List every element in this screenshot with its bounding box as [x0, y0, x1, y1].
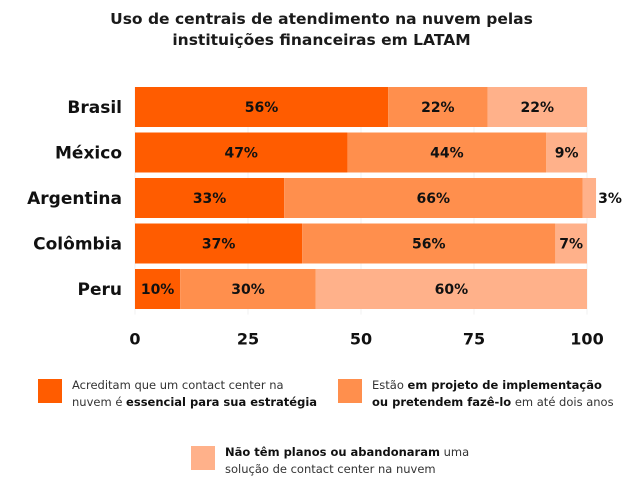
legend-swatch — [38, 379, 62, 403]
legend-text-segment: Acreditam que um contact center na — [72, 378, 284, 392]
bar-segment — [546, 132, 587, 173]
value-label: 22% — [421, 100, 455, 116]
legend-text-segment: Estão — [372, 378, 408, 392]
value-label: 44% — [430, 146, 464, 162]
legend-text-segment: ou pretendem fazê-lo — [372, 395, 512, 409]
chart-title-line-1: Uso de centrais de atendimento na nuvem … — [110, 10, 533, 28]
chart-title-line-2: instituições financeiras em LATAM — [172, 31, 471, 49]
value-label: 22% — [521, 100, 555, 116]
category-labels: Brasil México Argentina Colômbia Peru — [27, 98, 122, 300]
legend-swatch — [191, 446, 215, 470]
legend-text-segment: essencial para sua estratégia — [126, 395, 318, 409]
legend-text-segment: em projeto de implementação — [407, 378, 602, 392]
legend-text-segment: nuvem é — [72, 395, 127, 409]
category-label: Argentina — [27, 189, 122, 209]
bar-segment — [315, 269, 587, 309]
category-label: Brasil — [67, 98, 122, 118]
x-tick-label: 50 — [350, 330, 372, 349]
value-label: 30% — [231, 282, 265, 298]
bar-segment — [180, 269, 316, 309]
value-label: 37% — [202, 237, 236, 253]
bar-segment — [582, 178, 597, 218]
legend-text: Não têm planos ou abandonaram uma solução… — [225, 444, 469, 478]
value-labels: 56% 22% 22% 47% 44% 9% 33% 66% 3% 37% 56% 7% 10% 30% 6… — [141, 100, 622, 298]
legend-text-segment: solução de contact center na nuvem — [225, 462, 436, 476]
bar-segment — [388, 87, 488, 127]
value-label: 7% — [559, 237, 583, 253]
bar-segment — [347, 132, 547, 173]
legend-text-segment: Não têm planos ou abandonaram — [225, 445, 440, 459]
value-label: 56% — [245, 100, 279, 116]
x-tick-label: 75 — [463, 330, 485, 349]
legend-text-segment: em até dois anos — [511, 395, 614, 409]
legend-text: Estão em projeto de implementação ou pret… — [372, 377, 614, 411]
bar-segment — [135, 178, 285, 218]
bar-segment — [135, 269, 181, 309]
bar-segment — [555, 223, 587, 264]
chart-title: Uso de centrais de atendimento na nuvem … — [0, 9, 643, 51]
bar-segment — [135, 87, 389, 127]
x-tick-label: 100 — [570, 330, 603, 349]
bar-segment — [302, 223, 556, 264]
value-label: 10% — [141, 282, 175, 298]
legend-text: Acreditam que um contact center na nuvem … — [72, 377, 317, 411]
value-label: 9% — [555, 146, 579, 162]
legend-item-essential: Acreditam que um contact center na nuvem … — [38, 377, 317, 411]
bar-segment — [487, 87, 587, 127]
value-label: 47% — [224, 146, 258, 162]
value-label: 33% — [193, 191, 227, 207]
value-label: 56% — [412, 237, 446, 253]
value-label: 3% — [598, 191, 622, 207]
bar-segment — [284, 178, 583, 218]
legend-item-implementing: Estão em projeto de implementação ou pret… — [338, 377, 614, 411]
x-tick-label: 25 — [237, 330, 259, 349]
x-tick-label: 0 — [129, 330, 140, 349]
legend-swatch — [338, 379, 362, 403]
x-axis-ticks: 0 25 50 75 100 — [129, 330, 603, 349]
legend-text-segment: uma — [439, 445, 470, 459]
legend-item-no-plans: Não têm planos ou abandonaram uma solução… — [191, 444, 469, 478]
value-label: 60% — [435, 282, 469, 298]
category-label: Colômbia — [33, 235, 122, 255]
bar-segment — [135, 223, 303, 264]
stacked-bar-chart: 56% 22% 22% 47% 44% 9% 33% 66% 3% 37% 56% 7% 10% 30% 6… — [27, 87, 622, 349]
bars — [135, 87, 597, 309]
bar-segment — [135, 132, 348, 173]
category-label: México — [55, 144, 122, 164]
value-label: 66% — [417, 191, 451, 207]
category-label: Peru — [78, 280, 122, 300]
